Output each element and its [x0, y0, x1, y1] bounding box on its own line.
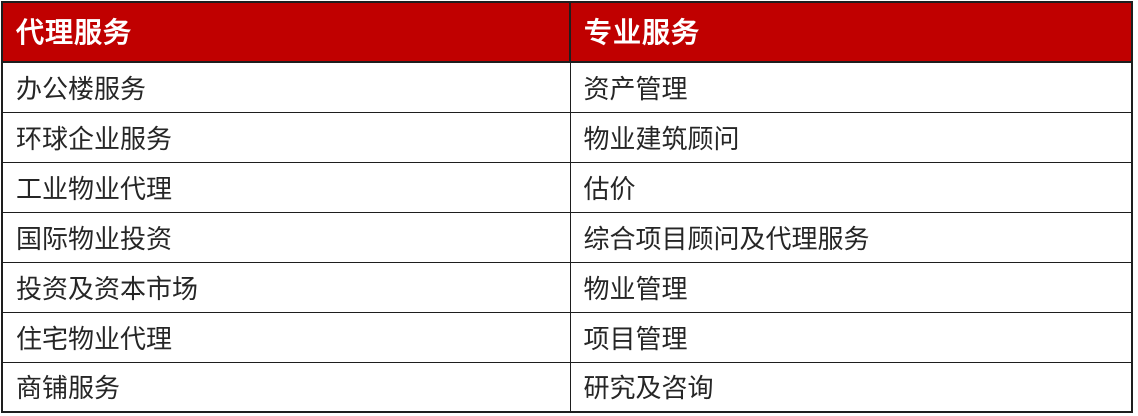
header-row: 代理服务 专业服务: [1, 1, 1133, 63]
cell-professional-service: 估价: [569, 161, 1133, 213]
column-header-professional-services: 专业服务: [569, 1, 1133, 63]
cell-agency-service: 国际物业投资: [1, 211, 571, 263]
table-row: 办公楼服务 资产管理: [1, 61, 1133, 113]
cell-agency-service: 住宅物业代理: [1, 311, 571, 363]
cell-professional-service: 物业管理: [569, 261, 1133, 313]
cell-professional-service: 项目管理: [569, 311, 1133, 363]
cell-agency-service: 工业物业代理: [1, 161, 571, 213]
cell-professional-service: 综合项目顾问及代理服务: [569, 211, 1133, 263]
cell-agency-service: 办公楼服务: [1, 61, 571, 113]
cell-professional-service: 物业建筑顾问: [569, 111, 1133, 163]
cell-agency-service: 投资及资本市场: [1, 261, 571, 313]
cell-professional-service: 资产管理: [569, 61, 1133, 113]
cell-agency-service: 环球企业服务: [1, 111, 571, 163]
column-header-agency-services: 代理服务: [1, 1, 571, 63]
table-row: 住宅物业代理 项目管理: [1, 311, 1133, 363]
table-row: 投资及资本市场 物业管理: [1, 261, 1133, 313]
table-row: 国际物业投资 综合项目顾问及代理服务: [1, 211, 1133, 263]
cell-professional-service: 研究及咨询: [569, 361, 1133, 413]
table-row: 环球企业服务 物业建筑顾问: [1, 111, 1133, 163]
table-row: 商铺服务 研究及咨询: [1, 361, 1133, 413]
table-row: 工业物业代理 估价: [1, 161, 1133, 213]
cell-agency-service: 商铺服务: [1, 361, 571, 413]
